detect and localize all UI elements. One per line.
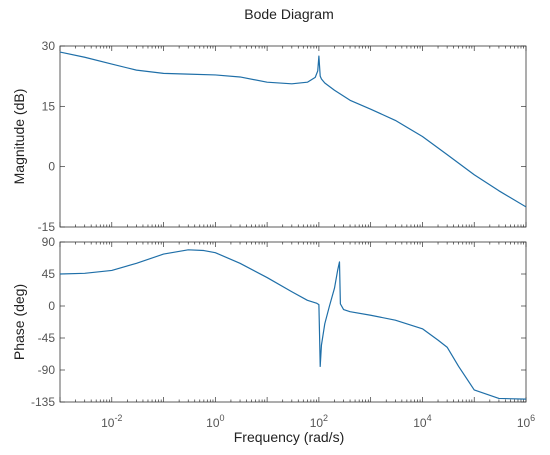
magnitude-y-axis-title: Magnitude (dB) [11,89,27,185]
magnitude-axes-frame [59,45,527,228]
phase-y-tick-label: -45 [38,331,56,345]
magnitude-y-tick-label: -15 [38,220,56,234]
magnitude-series-line [60,51,526,208]
phase-y-axis-title: Phase (deg) [11,284,27,360]
phase-y-tick-label: 45 [42,267,56,281]
x-axis-title: Frequency (rad/s) [234,429,344,445]
magnitude-y-tick-label: 0 [48,160,55,174]
x-tick-label: 10-2 [101,413,122,430]
x-tick-label: 104 [413,413,431,430]
phase-series-line [60,249,526,400]
chart-title: Bode Diagram [244,6,334,22]
magnitude-y-tick-label: 15 [42,99,56,113]
x-tick-label: 100 [206,413,224,430]
phase-y-tick-label: 0 [48,299,55,313]
phase-panel: 90 45 0 -45 -90 -135 Phase (deg) [11,235,527,409]
x-tick-label: 102 [310,413,328,430]
magnitude-panel: 30 15 0 -15 Magnitude (dB) [11,39,527,234]
phase-y-tick-label: 90 [42,235,56,249]
phase-y-tick-label: -135 [31,395,55,409]
phase-y-tick-label: -90 [38,363,56,377]
magnitude-y-tick-label: 30 [42,39,56,53]
phase-axes-frame [59,241,527,403]
x-tick-label: 106 [517,413,535,430]
